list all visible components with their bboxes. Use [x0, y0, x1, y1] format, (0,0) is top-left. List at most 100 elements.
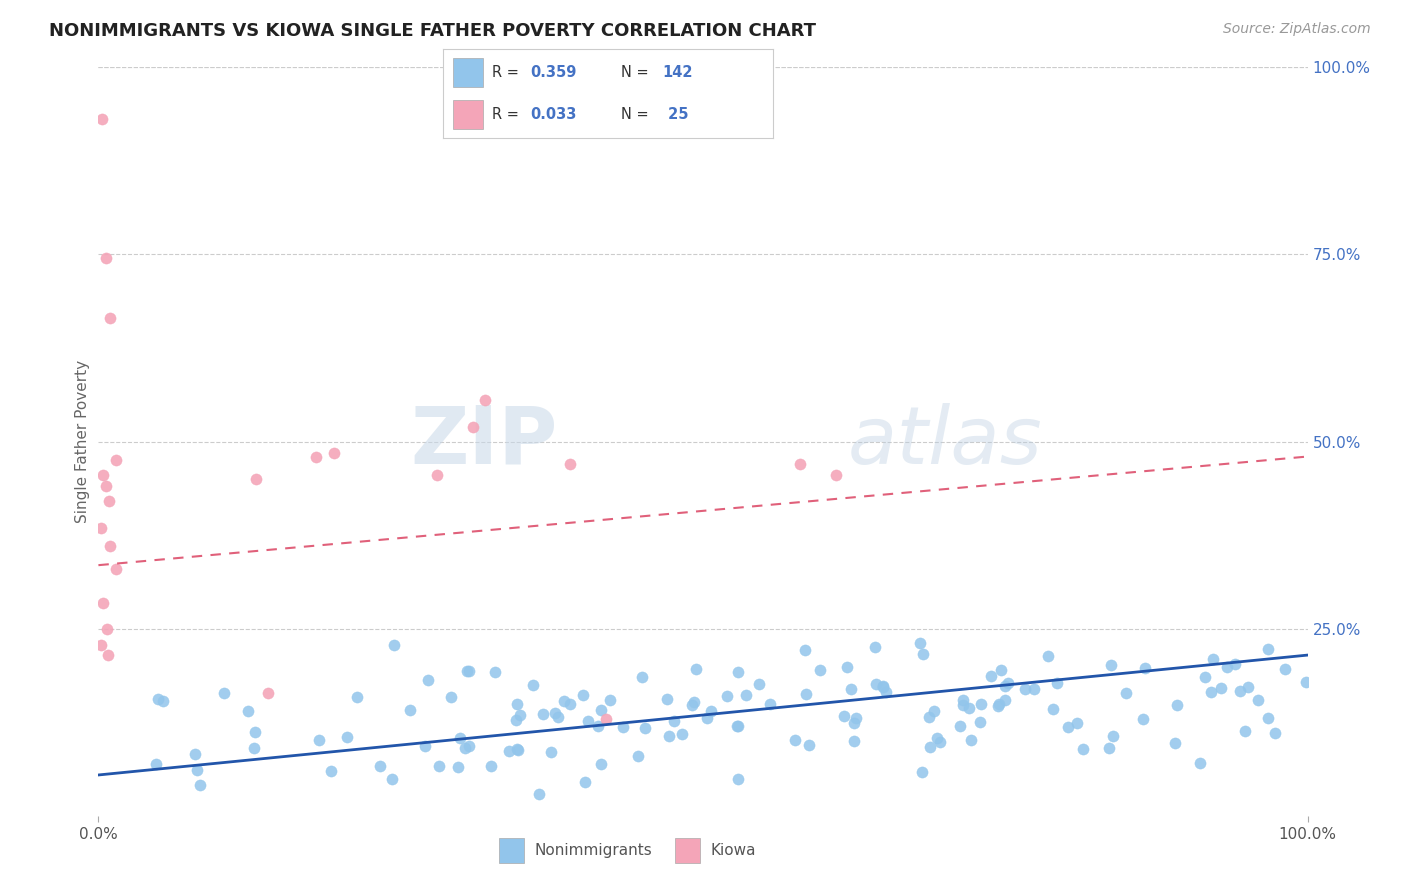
Point — [918, 739, 941, 754]
Point — [456, 665, 478, 679]
Point — [758, 697, 780, 711]
Point — [454, 740, 477, 755]
Point — [440, 690, 463, 705]
Point — [256, 685, 278, 699]
Point — [236, 704, 259, 718]
Point — [957, 700, 980, 714]
Point — [382, 638, 405, 652]
Point — [634, 721, 657, 735]
Point — [97, 648, 120, 662]
Point — [839, 682, 862, 697]
Point — [794, 688, 817, 702]
Point — [952, 698, 974, 712]
Point — [1066, 715, 1088, 730]
Point — [505, 713, 527, 727]
Point — [664, 714, 686, 729]
Point — [1057, 720, 1080, 734]
Point — [145, 757, 167, 772]
Point — [918, 709, 941, 723]
Text: N =: N = — [621, 65, 654, 80]
Point — [1189, 756, 1212, 771]
Point — [90, 521, 112, 535]
Point — [484, 665, 506, 679]
Point — [1295, 674, 1317, 689]
Point — [90, 112, 112, 127]
Point — [681, 698, 703, 712]
Point — [1233, 723, 1256, 738]
Point — [97, 494, 120, 508]
Bar — [453, 100, 482, 129]
Point — [1247, 693, 1270, 707]
Point — [671, 727, 693, 741]
Text: NONIMMIGRANTS VS KIOWA SINGLE FATHER POVERTY CORRELATION CHART: NONIMMIGRANTS VS KIOWA SINGLE FATHER POV… — [49, 22, 817, 40]
Point — [591, 757, 613, 772]
Text: ZIP: ZIP — [411, 402, 558, 481]
Text: 25: 25 — [662, 107, 688, 122]
Point — [863, 640, 886, 654]
Point — [626, 748, 648, 763]
Point — [835, 660, 858, 674]
Point — [908, 636, 931, 650]
Point — [727, 772, 749, 787]
Point — [952, 692, 974, 706]
Point — [1038, 648, 1060, 663]
Text: 142: 142 — [662, 65, 693, 80]
Point — [413, 739, 436, 753]
Point — [658, 729, 681, 743]
Point — [184, 747, 207, 762]
Point — [506, 742, 529, 756]
Point — [700, 705, 723, 719]
Text: atlas: atlas — [848, 402, 1043, 481]
Point — [96, 251, 118, 265]
Point — [458, 739, 481, 753]
Point — [368, 759, 391, 773]
Point — [927, 731, 949, 746]
Point — [631, 670, 654, 684]
Point — [1022, 682, 1045, 697]
Point — [1201, 685, 1223, 699]
Point — [416, 673, 439, 687]
Point — [655, 692, 678, 706]
Point — [152, 694, 174, 708]
Point — [105, 562, 128, 576]
Point — [571, 689, 593, 703]
Point — [91, 468, 114, 483]
Point — [969, 715, 991, 730]
Point — [832, 709, 855, 723]
Point — [457, 664, 479, 678]
Point — [1225, 657, 1247, 671]
Point — [1194, 670, 1216, 684]
Point — [479, 758, 502, 772]
Point — [987, 698, 1010, 712]
Point — [725, 719, 748, 733]
Bar — [453, 58, 482, 87]
Point — [308, 733, 330, 747]
Point — [994, 693, 1017, 707]
Point — [789, 457, 811, 471]
Point — [970, 698, 993, 712]
Point — [990, 663, 1012, 677]
Point — [1071, 742, 1094, 756]
Point — [595, 712, 617, 726]
Point — [576, 714, 599, 729]
Text: 0.359: 0.359 — [530, 65, 576, 80]
Point — [96, 622, 118, 636]
Point — [1042, 702, 1064, 716]
Point — [842, 734, 865, 748]
Point — [683, 695, 706, 709]
Point — [872, 679, 894, 693]
Text: N =: N = — [621, 107, 654, 122]
Point — [785, 733, 807, 747]
Point — [959, 732, 981, 747]
Text: 0.033: 0.033 — [530, 107, 576, 122]
Text: R =: R = — [492, 65, 524, 80]
Point — [243, 741, 266, 756]
Point — [911, 647, 934, 661]
Point — [1115, 686, 1137, 700]
Point — [336, 730, 359, 744]
Point — [994, 679, 1017, 693]
Point — [1014, 681, 1036, 696]
Point — [186, 763, 208, 777]
Point — [506, 743, 529, 757]
Point — [716, 689, 738, 703]
